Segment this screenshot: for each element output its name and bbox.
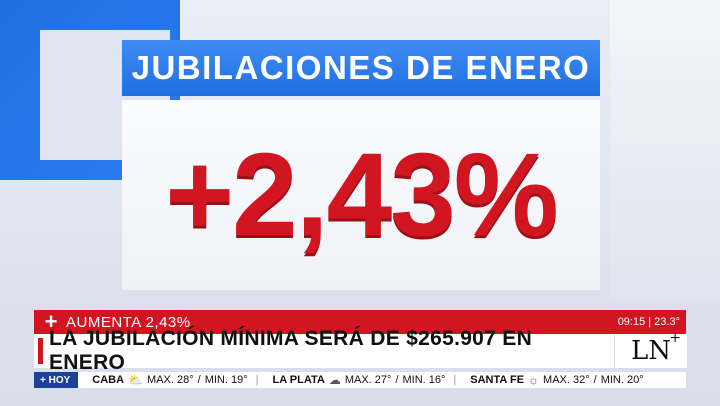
title-banner: JUBILACIONES DE ENERO: [122, 40, 600, 96]
weather-divider: |: [255, 374, 259, 386]
sun-icon: ☼: [528, 373, 540, 387]
weather-slash: /: [593, 374, 597, 386]
weather-item-caba: CABA ⛅ MAX. 28° / MIN. 19°: [92, 373, 247, 387]
percentage-panel: +2,43%: [122, 100, 600, 290]
weather-min: MIN. 16°: [402, 374, 446, 386]
background-right-shape: [610, 0, 720, 300]
kicker-text: AUMENTA 2,43%: [66, 313, 191, 331]
kicker-strip: + AUMENTA 2,43% 09:15 | 23.3°: [34, 309, 686, 334]
channel-logo: LN +: [614, 330, 687, 368]
headline-text: LA JUBILACIÓN MÍNIMA SERÁ DE $265.907 EN…: [49, 327, 533, 374]
weather-max: MAX. 32°: [543, 374, 590, 386]
logo-ln: LN +: [630, 330, 681, 366]
weather-item-la-plata: LA PLATA ☁ MAX. 27° / MIN. 16°: [272, 373, 445, 387]
weather-min: MIN. 19°: [204, 374, 248, 386]
time-temperature: 09:15 | 23.3°: [617, 316, 680, 328]
weather-strip: + HOY CABA ⛅ MAX. 28° / MIN. 19° | LA PL…: [34, 372, 686, 388]
weather-city: CABA: [92, 374, 125, 386]
weather-max: MAX. 28°: [147, 374, 194, 386]
weather-max: MAX. 27°: [344, 374, 392, 386]
cloud-icon: ☁: [328, 373, 341, 387]
today-label: + HOY: [34, 372, 79, 388]
weather-city: SANTA FE: [470, 374, 525, 386]
weather-min: MIN. 20°: [600, 374, 644, 386]
headline-accent: [38, 338, 43, 364]
weather-slash: /: [395, 374, 399, 386]
plus-icon: +: [44, 309, 58, 334]
weather-divider: |: [453, 374, 457, 386]
weather-city: LA PLATA: [272, 374, 325, 386]
headline-strip: LA JUBILACIÓN MÍNIMA SERÁ DE $265.907 EN…: [34, 327, 614, 374]
cloud-sun-icon: ⛅: [128, 373, 144, 387]
percentage-value: +2,43%: [165, 129, 559, 261]
weather-item-santa-fe: SANTA FE ☼ MAX. 32° / MIN. 20°: [470, 373, 643, 387]
logo-plus-icon: +: [669, 330, 681, 346]
logo-letters: LN: [630, 336, 671, 366]
news-ticker: + AUMENTA 2,43% 09:15 | 23.3° LA JUBILAC…: [0, 306, 720, 406]
title-text: JUBILACIONES DE ENERO: [131, 49, 591, 86]
weather-slash: /: [197, 374, 201, 386]
